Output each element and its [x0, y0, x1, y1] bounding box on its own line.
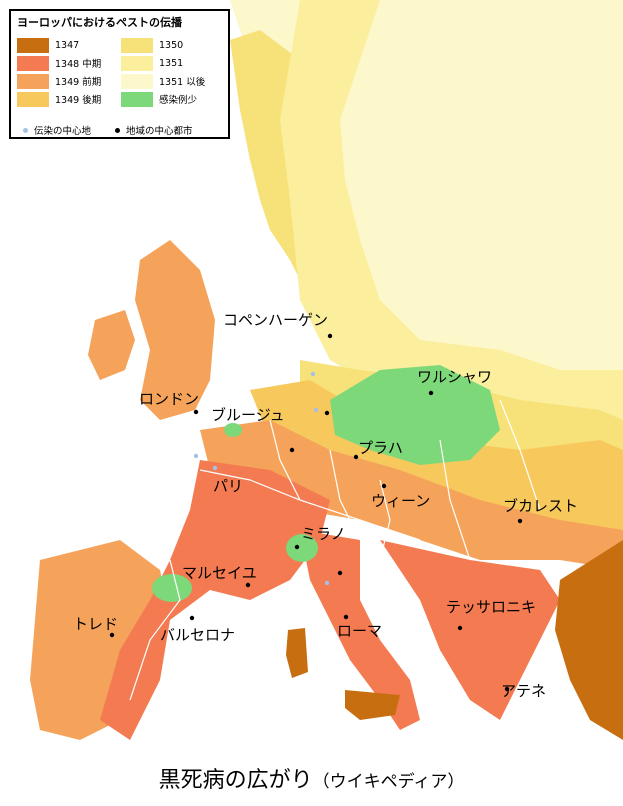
legend-label: 1347 — [55, 39, 80, 51]
legend-label: 1349 後期 — [55, 95, 102, 106]
region-1351-band — [280, 0, 623, 430]
europe-map — [30, 0, 623, 740]
legend-swatch — [17, 37, 49, 53]
region-1348-mid-balkans — [380, 540, 560, 720]
legend-item-1350: 1350 — [121, 37, 183, 53]
legend-swatch — [17, 91, 49, 107]
legend-label: 地域の中心都市 — [126, 126, 193, 137]
city-label-milan: ミラノ — [301, 525, 346, 543]
region-1349-early-britain — [135, 240, 215, 420]
caption-source: （ウイキペディア） — [312, 772, 465, 792]
city-label-thessaloniki: テッサロニキ — [446, 598, 537, 616]
legend-swatch — [17, 55, 49, 71]
legend-swatch — [17, 73, 49, 89]
region-few-infections-milan — [286, 534, 318, 562]
legend-item-1351-after: 1351 以後 — [121, 73, 205, 89]
city-label-warsaw: ワルシャワ — [417, 368, 493, 386]
city-label-rome: ローマ — [337, 622, 383, 640]
border-lines — [129, 399, 541, 701]
region-1347-anatolia — [555, 540, 623, 740]
city-label-toledo: トレド — [73, 615, 119, 633]
region-few-infections-flanders — [224, 423, 242, 437]
map-legend: ヨーロッパにおけるペストの伝播 1347 1348 中期 1349 前期 134… — [9, 9, 230, 139]
legend-item-1348-mid: 1348 中期 — [17, 55, 101, 71]
region-1347-sardinia — [286, 628, 308, 678]
legend-label: 1349 前期 — [55, 77, 102, 88]
city-label-vienna: ウィーン — [371, 492, 431, 510]
legend-item-1351: 1351 — [121, 55, 183, 71]
legend-item-few-infections: 感染例少 — [121, 91, 197, 107]
city-label-bruges: ブルージュ — [211, 406, 285, 424]
legend-item-1349-late: 1349 後期 — [17, 91, 101, 107]
caption-main: 黒死病の広がり — [158, 768, 313, 793]
region-1348-mid-italy — [300, 530, 420, 730]
region-few-infections-poland — [330, 365, 500, 465]
legend-title: ヨーロッパにおけるペストの伝播 — [17, 16, 182, 29]
legend-label: 伝染の中心地 — [34, 126, 92, 137]
city-label-prague: プラハ — [358, 439, 403, 457]
legend-label: 1350 — [159, 39, 184, 51]
legend-item-1347: 1347 — [17, 37, 79, 53]
legend-swatch — [121, 37, 153, 53]
region-1348-mid-france — [100, 460, 330, 740]
legend-swatch — [121, 91, 153, 107]
infection-center-dot-icon — [23, 127, 28, 133]
legend-marker-regional-city: 地域の中心都市 — [115, 123, 193, 137]
legend-item-1349-early: 1349 前期 — [17, 73, 101, 89]
region-1349-early-ireland — [88, 310, 135, 380]
city-label-athens: アテネ — [501, 682, 547, 700]
regional-city-dot-icon — [115, 127, 120, 133]
city-label-london: ロンドン — [139, 390, 200, 408]
legend-label: 1351 — [159, 57, 184, 69]
city-label-paris: パリ — [213, 477, 244, 495]
legend-label: 1351 以後 — [159, 77, 206, 88]
city-label-barcelona: バルセロナ — [160, 626, 236, 644]
legend-label: 1348 中期 — [55, 59, 102, 70]
legend-swatch — [121, 55, 153, 71]
city-markers — [109, 333, 523, 692]
city-label-bucharest: ブカレスト — [503, 497, 579, 515]
legend-label: 感染例少 — [159, 95, 198, 106]
legend-swatch — [121, 73, 153, 89]
region-1349-early-central — [200, 420, 623, 570]
map-caption: 黒死病の広がり（ウイキペディア） — [0, 762, 623, 794]
region-few-infections-pyrenees — [152, 574, 192, 602]
region-1347-sicily — [345, 690, 400, 720]
legend-marker-infection-center: 伝染の中心地 — [23, 123, 91, 137]
city-label-marseille: マルセイユ — [182, 564, 257, 582]
city-label-copenhagen: コペンハーゲン — [223, 311, 329, 329]
